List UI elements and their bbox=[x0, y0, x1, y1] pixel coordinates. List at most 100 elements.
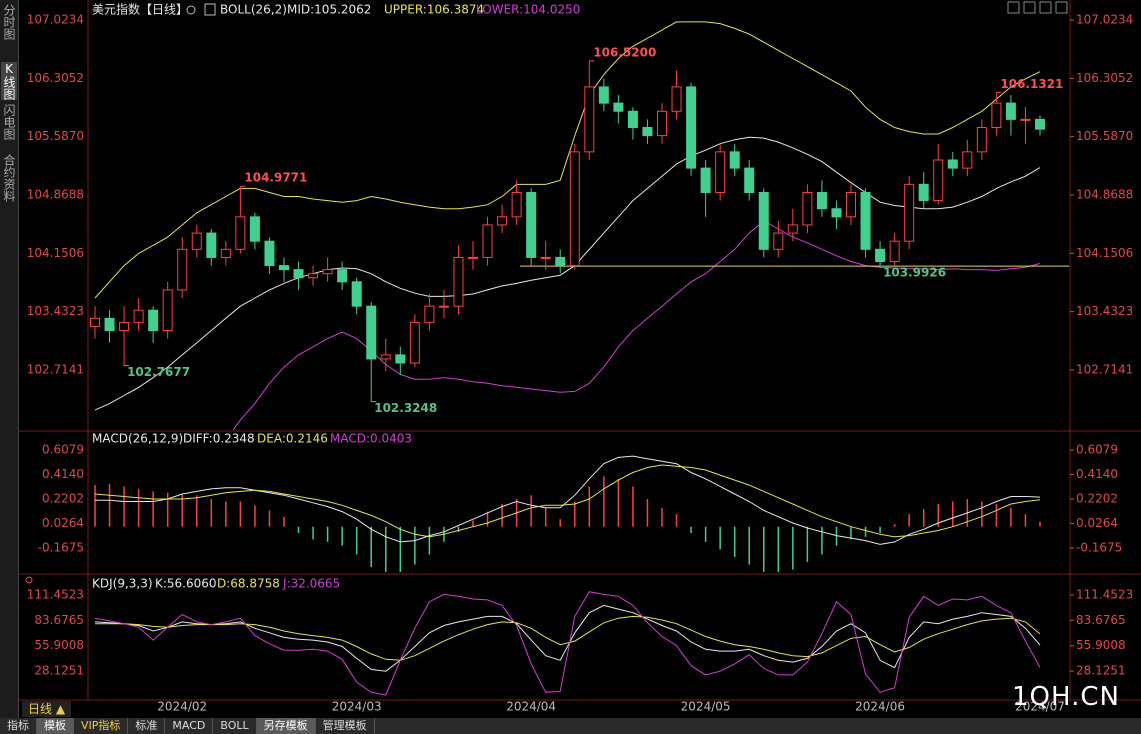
candle-body bbox=[453, 256, 464, 307]
candle-body bbox=[715, 151, 726, 193]
candle-body bbox=[598, 86, 609, 104]
indicator-name: MACD(26,12,9) bbox=[92, 432, 183, 446]
tool-icon[interactable] bbox=[1039, 1, 1052, 14]
candle-body bbox=[133, 309, 144, 323]
candle-body bbox=[875, 248, 886, 262]
series-line bbox=[95, 455, 1041, 545]
legend-entry: MID:105.2062 bbox=[287, 3, 371, 17]
watermark: 1QH.CN bbox=[1012, 682, 1120, 712]
candle-body bbox=[642, 127, 653, 137]
candle-body bbox=[889, 240, 900, 262]
candle-body bbox=[264, 240, 275, 267]
candle-body bbox=[1020, 118, 1031, 121]
legend-entry: DIFF:0.2348 bbox=[183, 432, 255, 446]
plot-area bbox=[94, 591, 1041, 696]
y-tick-label: 111.4523 bbox=[27, 587, 84, 601]
x-tick-label: 2024/06 bbox=[855, 700, 905, 714]
y-tick-label: 105.5870 bbox=[27, 129, 84, 143]
series-line bbox=[94, 591, 1041, 696]
y-tick-label: 0.2202 bbox=[42, 491, 84, 505]
y-tick-label: 83.6765 bbox=[1076, 613, 1126, 627]
indicator-name: BOLL(26,2) bbox=[220, 3, 287, 17]
candle-body bbox=[962, 151, 973, 169]
candle-body bbox=[409, 321, 420, 364]
x-tick-label: 2024/02 bbox=[157, 700, 207, 714]
candle-body bbox=[613, 102, 624, 112]
candle-body bbox=[686, 86, 697, 169]
bottom-tab[interactable]: VIP指标 bbox=[74, 718, 129, 734]
y-tick-label: 104.1506 bbox=[1076, 246, 1133, 260]
candle-body bbox=[279, 265, 289, 271]
candle-body bbox=[235, 216, 246, 250]
toolbar bbox=[1007, 1, 1068, 14]
y-tick-label: 83.6765 bbox=[34, 613, 84, 627]
chart-title: 美元指数【日线】 bbox=[92, 2, 188, 17]
high-label: 106.1321 bbox=[1000, 77, 1063, 91]
candle-body bbox=[249, 216, 260, 242]
candle-body bbox=[991, 102, 1002, 129]
chart: 美元指数【日线】 BOLL(26,2) MID:105.2062 UPPER:1… bbox=[18, 0, 1141, 714]
side-tab[interactable]: 合约资料 bbox=[2, 154, 16, 202]
title-icon bbox=[186, 5, 196, 15]
candle-body bbox=[933, 159, 944, 202]
bottom-tab[interactable]: 模板 bbox=[37, 718, 74, 734]
y-tick-label: 103.4323 bbox=[1076, 304, 1133, 318]
bottom-tab[interactable]: 管理模板 bbox=[316, 718, 375, 734]
x-tick-label: 2024/05 bbox=[681, 700, 731, 714]
candle-body bbox=[511, 191, 522, 218]
bottom-tab[interactable]: MACD bbox=[165, 718, 214, 734]
candle-body bbox=[1035, 118, 1045, 130]
tool-icon[interactable] bbox=[1055, 1, 1068, 14]
candle-body bbox=[206, 232, 217, 258]
y-tick-label: 111.4523 bbox=[1076, 587, 1133, 601]
candle-body bbox=[657, 110, 667, 137]
candle-body bbox=[322, 269, 333, 275]
candle-body bbox=[497, 216, 508, 226]
y-tick-label: 106.3052 bbox=[1076, 71, 1133, 85]
series-line bbox=[94, 464, 1041, 538]
tool-icon[interactable] bbox=[1007, 1, 1020, 14]
bottom-tab[interactable]: 指标 bbox=[0, 718, 37, 734]
candle-body bbox=[148, 309, 159, 332]
candle-body bbox=[729, 151, 740, 169]
y-tick-label: 103.4323 bbox=[27, 304, 84, 318]
tool-icon[interactable] bbox=[1023, 1, 1036, 14]
bottom-tab[interactable]: 标准 bbox=[128, 718, 166, 734]
candle-body bbox=[526, 191, 537, 258]
candle-body bbox=[104, 317, 115, 332]
candle-body bbox=[976, 127, 987, 153]
candle-body bbox=[293, 269, 304, 279]
low-label: 103.9926 bbox=[883, 266, 946, 280]
candle-body bbox=[438, 305, 449, 308]
period-selector[interactable]: 日线 ▲ bbox=[22, 701, 72, 717]
legend-entry: K:56.6060 bbox=[155, 577, 217, 591]
candle-body bbox=[802, 191, 813, 226]
series-line bbox=[95, 615, 1041, 661]
y-tick-label: 0.4140 bbox=[1076, 467, 1118, 481]
settings-icon[interactable] bbox=[204, 3, 216, 16]
side-tab[interactable]: 分时图 bbox=[2, 4, 16, 40]
candle-body bbox=[351, 281, 362, 307]
side-tab[interactable]: 闪电图 bbox=[2, 104, 16, 140]
y-tick-label: 28.1251 bbox=[1076, 664, 1126, 678]
plot-area bbox=[94, 455, 1041, 572]
candle-body bbox=[482, 224, 493, 258]
bottom-tab[interactable]: 另存模板 bbox=[256, 718, 316, 734]
y-tick-label: -0.1675 bbox=[1076, 540, 1122, 554]
x-tick-label: 2024/04 bbox=[506, 700, 556, 714]
legend-entry: J:32.0665 bbox=[282, 577, 340, 591]
candle-body bbox=[744, 167, 755, 193]
candle-body bbox=[308, 273, 319, 279]
bottom-tab[interactable]: BOLL bbox=[213, 718, 257, 734]
candle-body bbox=[119, 321, 130, 332]
y-tick-label: 105.5870 bbox=[1076, 129, 1133, 143]
candle-body bbox=[540, 256, 551, 259]
candle-body bbox=[787, 224, 798, 234]
side-tabs: 分时图 K线图 闪电图 合约资料 bbox=[0, 0, 19, 718]
legend-entry: D:68.8758 bbox=[217, 577, 280, 591]
side-tab[interactable]: K线图 bbox=[1, 62, 17, 100]
x-tick-label: 2024/03 bbox=[332, 700, 382, 714]
plot-area bbox=[90, 21, 1069, 430]
high-label: 106.5200 bbox=[593, 45, 656, 59]
